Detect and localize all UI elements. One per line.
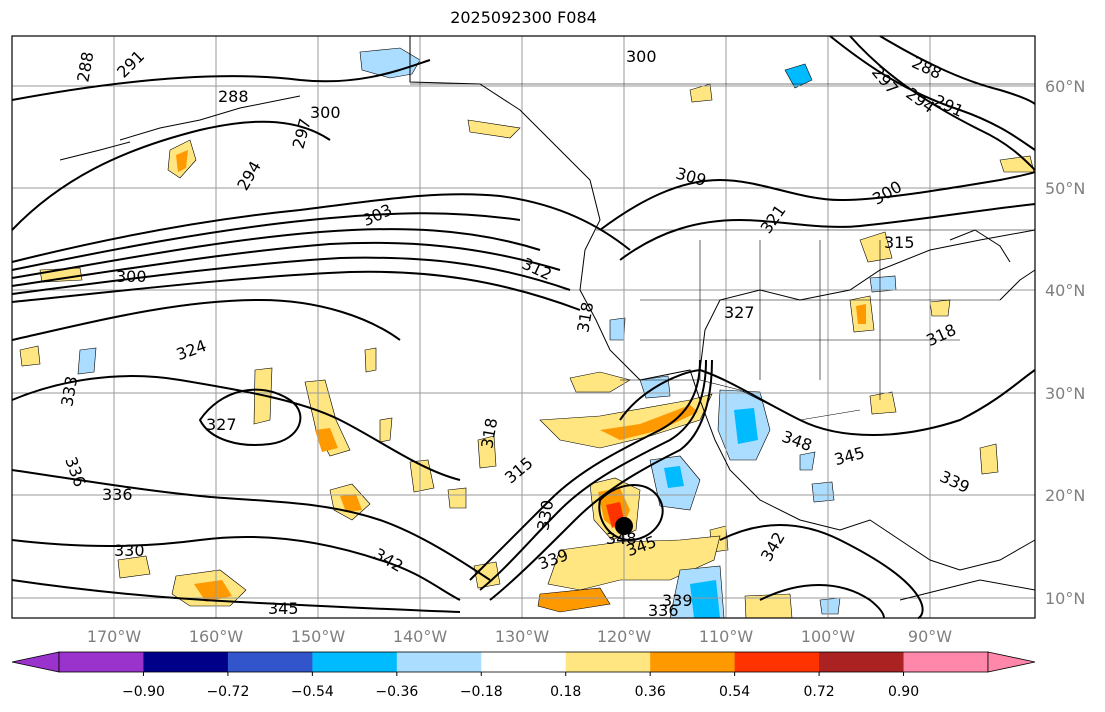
- colorbar-extend-right: [987, 651, 1036, 673]
- colorbar-segment: [903, 652, 989, 672]
- lon-label: 100°W: [801, 627, 856, 646]
- colorbar-tick-label: −0.18: [460, 684, 503, 700]
- lat-label: 60°N: [1045, 77, 1085, 96]
- contour-label: 327: [206, 415, 237, 434]
- contour-label: 336: [648, 601, 679, 620]
- colorbar-tick-label: −0.90: [122, 684, 165, 700]
- colorbar-extend-left: [11, 651, 60, 673]
- contour-lines: [11, 35, 1036, 619]
- latitude-labels: 60°N 50°N 40°N 30°N 20°N 10°N: [1045, 77, 1085, 608]
- lat-label: 40°N: [1045, 281, 1085, 300]
- colorbar-segment: [650, 652, 736, 672]
- contour-label: 300: [116, 267, 147, 286]
- lon-label: 120°W: [597, 627, 652, 646]
- colorbar-tick-label: −0.36: [375, 684, 418, 700]
- longitude-labels: 170°W 160°W 150°W 140°W 130°W 120°W 110°…: [87, 627, 952, 646]
- lon-label: 150°W: [291, 627, 346, 646]
- map-area: [12, 36, 1035, 618]
- colorbar-segment: [481, 652, 567, 672]
- lat-label: 50°N: [1045, 179, 1085, 198]
- colorbar-tick-label: 0.72: [804, 684, 835, 700]
- coastlines: [59, 36, 1036, 601]
- lon-label: 170°W: [87, 627, 142, 646]
- lat-label: 30°N: [1045, 384, 1085, 403]
- colorbar-segment: [312, 652, 398, 672]
- colorbar-tick-label: 0.90: [888, 684, 919, 700]
- contour-label: 348: [606, 529, 637, 548]
- contour-label: 330: [114, 541, 145, 560]
- storm-center-marker: [615, 517, 633, 535]
- lon-label: 160°W: [189, 627, 244, 646]
- colorbar-segment: [227, 652, 313, 672]
- colorbar-tick-label: −0.72: [206, 684, 249, 700]
- lon-label: 90°W: [908, 627, 952, 646]
- contour-label: 288: [218, 87, 249, 106]
- contour-label: 336: [102, 485, 133, 504]
- lat-label: 20°N: [1045, 486, 1085, 505]
- lon-label: 140°W: [393, 627, 448, 646]
- colorbar-tick-label: 0.36: [635, 684, 666, 700]
- colorbar-segment: [734, 652, 820, 672]
- map-title: 2025092300 F084: [450, 8, 597, 27]
- map-frame: [11, 35, 1036, 619]
- colorbar-segment: [143, 652, 229, 672]
- lat-label: 10°N: [1045, 589, 1085, 608]
- contour-label: 300: [310, 103, 341, 122]
- colorbar-tick-label: −0.54: [291, 684, 334, 700]
- colorbar-segment: [59, 652, 144, 672]
- contour-label: 315: [884, 233, 915, 252]
- lon-label: 110°W: [699, 627, 754, 646]
- contour-label: 327: [724, 303, 755, 322]
- colorbar-segment: [396, 652, 482, 672]
- contour-label: 300: [626, 47, 657, 66]
- colorbar-tick-label: 0.18: [550, 684, 581, 700]
- contour-label: 345: [268, 599, 299, 618]
- colorbar-segment: [819, 652, 905, 672]
- lon-label: 130°W: [495, 627, 550, 646]
- colorbar-tick-label: 0.54: [719, 684, 750, 700]
- contour-label: 339: [662, 591, 693, 610]
- colorbar: −0.90 −0.72 −0.54 −0.36 −0.18 0.18 0.36 0.54 0.7…: [11, 651, 1036, 700]
- colorbar-segment: [565, 652, 651, 672]
